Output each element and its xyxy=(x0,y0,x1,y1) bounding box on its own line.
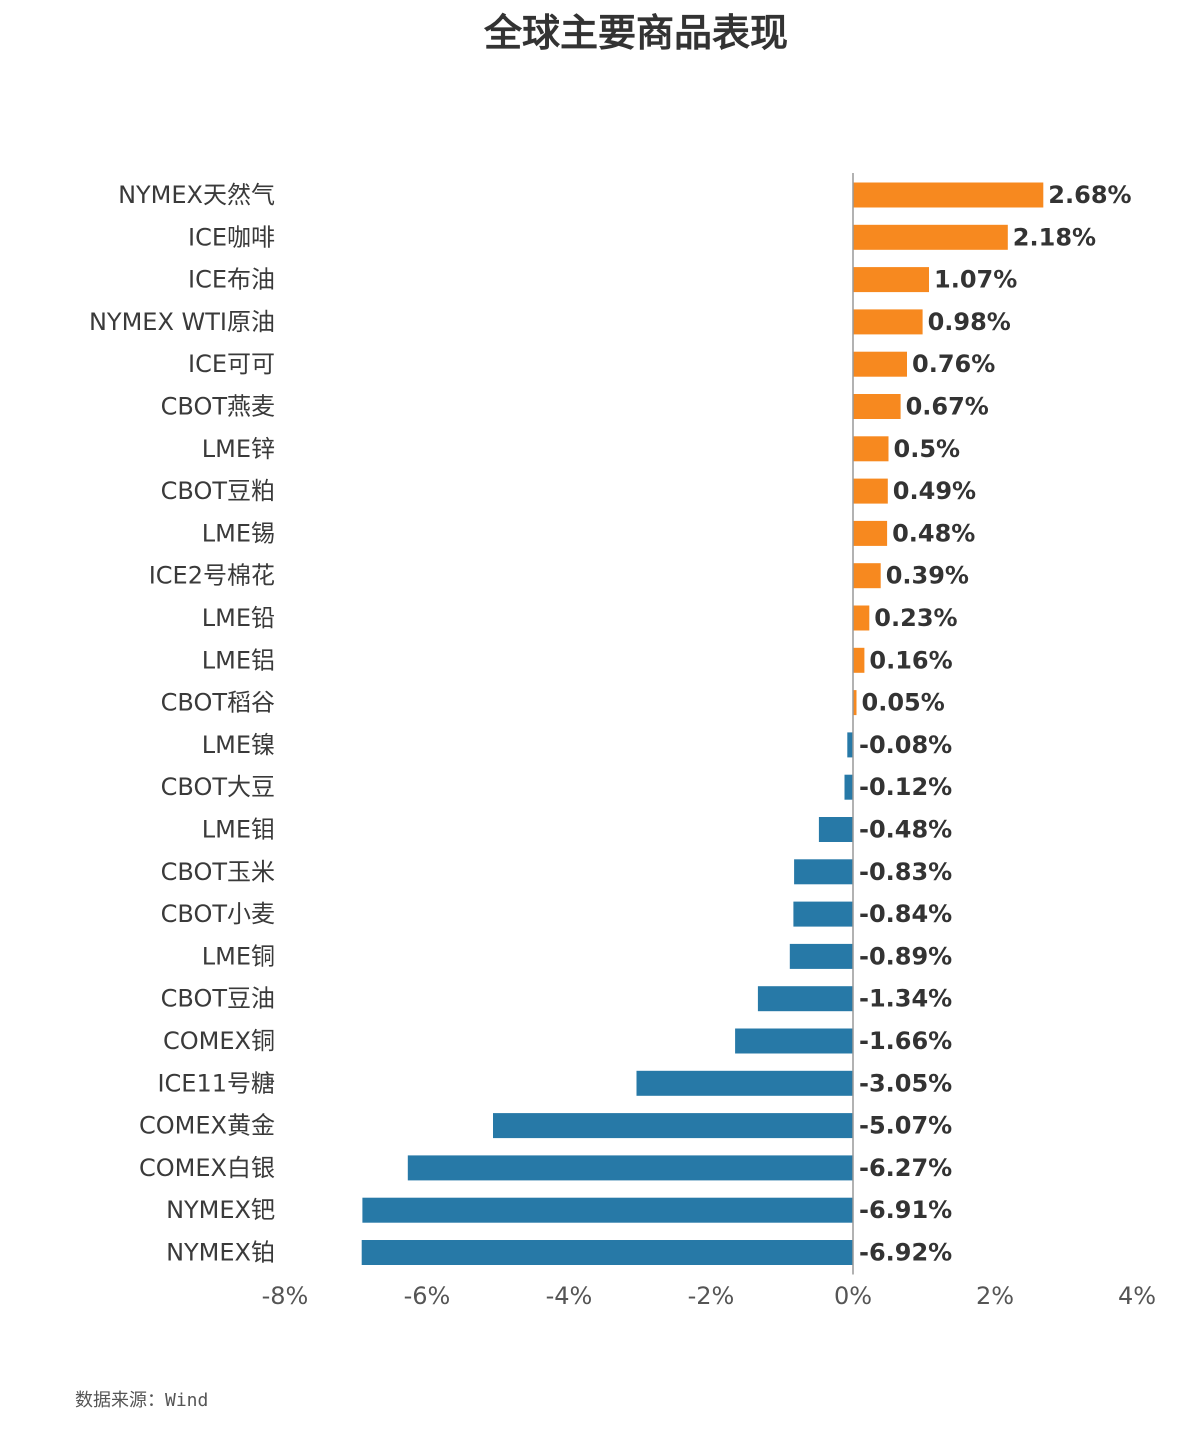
value-label-12: 0.16% xyxy=(869,646,952,674)
bar-17 xyxy=(794,859,853,885)
bar-10 xyxy=(853,563,881,589)
bar-8 xyxy=(853,478,888,504)
x-tick-labels-group: -8% -6% -4% -2% 0% 2% 4% xyxy=(262,1282,1156,1310)
bar-3 xyxy=(853,267,929,293)
category-label-5: ICE可可 xyxy=(188,350,275,378)
category-label-26: NYMEX铂 xyxy=(166,1239,275,1267)
value-label-3: 1.07% xyxy=(934,266,1017,294)
x-tick-label-3: -4% xyxy=(546,1282,593,1310)
value-label-22: -3.05% xyxy=(859,1069,952,1097)
value-label-4: 0.98% xyxy=(928,308,1011,336)
value-label-6: 0.67% xyxy=(906,393,989,421)
category-labels-group: NYMEX天然气 ICE咖啡 ICE布油 NYMEX WTI原油 ICE可可 CBOT燕麦… xyxy=(89,181,275,1267)
value-label-15: -0.12% xyxy=(859,773,952,801)
bar-19 xyxy=(789,943,853,969)
bar-24 xyxy=(407,1155,853,1181)
value-label-10: 0.39% xyxy=(886,562,969,590)
value-label-26: -6.92% xyxy=(859,1239,952,1267)
bar-20 xyxy=(757,986,853,1012)
value-label-25: -6.91% xyxy=(859,1196,952,1224)
category-label-18: CBOT小麦 xyxy=(161,900,275,928)
x-tick-label-4: -2% xyxy=(688,1282,735,1310)
bars-group xyxy=(361,182,1044,1265)
bar-5 xyxy=(853,351,907,377)
value-label-19: -0.89% xyxy=(859,942,952,970)
bar-13 xyxy=(853,690,857,716)
value-label-24: -6.27% xyxy=(859,1154,952,1182)
category-label-10: ICE2号棉花 xyxy=(149,562,275,590)
category-label-12: LME铝 xyxy=(202,646,275,674)
value-label-16: -0.48% xyxy=(859,816,952,844)
value-label-13: 0.05% xyxy=(862,689,945,717)
x-tick-label-6: 2% xyxy=(976,1282,1014,1310)
value-label-1: 2.68% xyxy=(1048,181,1131,209)
bar-23 xyxy=(493,1113,853,1139)
category-label-1: NYMEX天然气 xyxy=(118,181,275,209)
category-label-15: CBOT大豆 xyxy=(161,773,275,801)
category-label-6: CBOT燕麦 xyxy=(161,393,275,421)
value-label-5: 0.76% xyxy=(912,350,995,378)
value-label-9: 0.48% xyxy=(892,519,975,547)
bar-9 xyxy=(853,520,888,546)
category-label-20: CBOT豆油 xyxy=(161,985,275,1013)
x-tick-label-7: 4% xyxy=(1118,1282,1156,1310)
category-label-4: NYMEX WTI原油 xyxy=(89,308,275,336)
category-label-13: CBOT稻谷 xyxy=(161,689,275,717)
category-label-14: LME镍 xyxy=(202,731,275,759)
bar-1 xyxy=(853,182,1044,208)
category-label-22: ICE11号糖 xyxy=(157,1069,275,1097)
bar-7 xyxy=(853,436,889,462)
data-source-note: 数据来源：Wind xyxy=(75,1390,208,1411)
category-label-2: ICE咖啡 xyxy=(188,223,275,251)
bar-21 xyxy=(735,1028,853,1054)
category-label-17: CBOT玉米 xyxy=(161,858,275,886)
bar-11 xyxy=(853,605,870,631)
category-label-24: COMEX白银 xyxy=(139,1154,275,1182)
x-tick-label-1: -8% xyxy=(262,1282,309,1310)
bar-22 xyxy=(636,1070,853,1096)
bar-6 xyxy=(853,394,901,419)
bar-26 xyxy=(361,1240,853,1265)
bar-14 xyxy=(847,732,853,758)
bar-15 xyxy=(844,774,853,800)
category-label-8: CBOT豆粕 xyxy=(161,477,275,505)
category-label-3: ICE布油 xyxy=(188,266,275,294)
bar-16 xyxy=(818,817,853,842)
value-label-18: -0.84% xyxy=(859,900,952,928)
x-tick-label-2: -6% xyxy=(404,1282,451,1310)
value-label-14: -0.08% xyxy=(859,731,952,759)
x-tick-label-5: 0% xyxy=(834,1282,872,1310)
value-label-2: 2.18% xyxy=(1013,223,1096,251)
category-label-16: LME钼 xyxy=(202,816,275,844)
bar-18 xyxy=(793,901,853,927)
bar-2 xyxy=(853,224,1008,250)
bar-4 xyxy=(853,309,923,335)
bar-25 xyxy=(362,1197,853,1223)
value-label-21: -1.66% xyxy=(859,1027,952,1055)
value-label-20: -1.34% xyxy=(859,985,952,1013)
category-label-25: NYMEX钯 xyxy=(166,1196,275,1224)
category-label-7: LME锌 xyxy=(202,435,275,463)
value-label-11: 0.23% xyxy=(874,604,957,632)
value-labels-group: 2.68% 2.18% 1.07% 0.98% 0.76% 0.67% 0.5% 0.49% 0… xyxy=(859,181,1132,1267)
category-label-21: COMEX铜 xyxy=(163,1027,275,1055)
value-label-17: -0.83% xyxy=(859,858,952,886)
value-label-23: -5.07% xyxy=(859,1112,952,1140)
category-label-23: COMEX黄金 xyxy=(139,1112,275,1140)
category-label-19: LME铜 xyxy=(202,942,275,970)
category-label-9: LME锡 xyxy=(202,519,275,547)
value-label-7: 0.5% xyxy=(894,435,961,463)
bar-12 xyxy=(853,647,865,673)
value-label-8: 0.49% xyxy=(893,477,976,505)
category-label-11: LME铅 xyxy=(202,604,275,632)
chart-title: 全球主要商品表现 xyxy=(483,11,788,55)
